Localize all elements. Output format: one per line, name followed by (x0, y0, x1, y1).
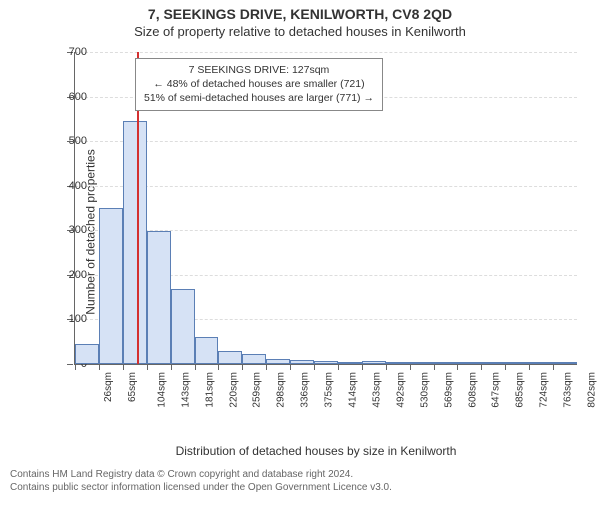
histogram-bar (434, 362, 458, 364)
x-tick (171, 364, 172, 370)
x-tick (553, 364, 554, 370)
y-tick-label: 300 (57, 224, 87, 236)
histogram-bar (242, 354, 266, 364)
histogram-bar (266, 359, 290, 364)
x-tick-label: 763sqm (563, 372, 574, 408)
x-tick-label: 181sqm (204, 372, 215, 408)
x-tick (362, 364, 363, 370)
histogram-bar (338, 362, 362, 364)
x-tick (75, 364, 76, 370)
x-tick (529, 364, 530, 370)
x-tick-label: 685sqm (515, 372, 526, 408)
x-tick-label: 414sqm (348, 372, 359, 408)
x-tick (314, 364, 315, 370)
y-tick-label: 400 (57, 180, 87, 192)
x-tick (481, 364, 482, 370)
histogram-bar (99, 208, 123, 364)
x-tick (457, 364, 458, 370)
y-tick-label: 500 (57, 135, 87, 147)
x-tick-label: 259sqm (252, 372, 263, 408)
x-tick (386, 364, 387, 370)
histogram-bar (529, 362, 553, 364)
x-tick-label: 143sqm (180, 372, 191, 408)
histogram-bar (386, 362, 410, 364)
x-tick (99, 364, 100, 370)
x-tick-label: 220sqm (228, 372, 239, 408)
x-tick (410, 364, 411, 370)
annotation-box: 7 SEEKINGS DRIVE: 127sqm ← 48% of detach… (135, 58, 383, 111)
histogram-bar (195, 337, 219, 364)
annotation-line: 7 SEEKINGS DRIVE: 127sqm (144, 63, 374, 77)
gridline (75, 141, 577, 142)
histogram-bar (362, 361, 386, 364)
x-tick-label: 492sqm (395, 372, 406, 408)
histogram-bar (481, 362, 505, 364)
x-tick (218, 364, 219, 370)
x-tick-label: 724sqm (539, 372, 550, 408)
x-tick-label: 104sqm (156, 372, 167, 408)
x-tick-label: 608sqm (467, 372, 478, 408)
x-axis-label: Distribution of detached houses by size … (176, 444, 457, 458)
y-tick-label: 600 (57, 91, 87, 103)
x-tick (290, 364, 291, 370)
gridline (75, 52, 577, 53)
x-tick-label: 569sqm (443, 372, 454, 408)
histogram-bar (218, 351, 242, 364)
histogram-bar (290, 360, 314, 364)
x-tick (505, 364, 506, 370)
x-tick-label: 647sqm (491, 372, 502, 408)
x-tick-label: 802sqm (587, 372, 598, 408)
x-tick (338, 364, 339, 370)
histogram-bar (410, 362, 434, 364)
x-tick-label: 453sqm (372, 372, 383, 408)
histogram-bar (505, 362, 529, 364)
histogram-chart: Number of detached properties 0100200300… (56, 52, 576, 412)
gridline (75, 186, 577, 187)
y-tick-label: 100 (57, 313, 87, 325)
histogram-bar (553, 362, 577, 364)
x-tick (147, 364, 148, 370)
x-tick-label: 336sqm (300, 372, 311, 408)
histogram-bar (123, 121, 147, 364)
x-tick-label: 530sqm (419, 372, 430, 408)
x-tick (266, 364, 267, 370)
x-tick (195, 364, 196, 370)
y-tick-label: 700 (57, 46, 87, 58)
histogram-bar (147, 231, 171, 364)
y-tick-label: 200 (57, 269, 87, 281)
x-tick-label: 375sqm (324, 372, 335, 408)
annotation-line: 51% of semi-detached houses are larger (… (144, 91, 374, 105)
x-tick-label: 26sqm (103, 372, 114, 402)
annotation-line: ← 48% of detached houses are smaller (72… (144, 77, 374, 91)
histogram-bar (171, 289, 195, 364)
x-tick-label: 298sqm (276, 372, 287, 408)
page-title: 7, SEEKINGS DRIVE, KENILWORTH, CV8 2QD (0, 6, 600, 22)
x-tick-label: 65sqm (127, 372, 138, 402)
credit-text: Contains HM Land Registry data © Crown c… (10, 468, 392, 494)
x-tick (242, 364, 243, 370)
page-subtitle: Size of property relative to detached ho… (0, 24, 600, 39)
credit-line: Contains public sector information licen… (10, 481, 392, 494)
histogram-bar (75, 344, 99, 364)
credit-line: Contains HM Land Registry data © Crown c… (10, 468, 392, 481)
plot-area: 010020030040050060070026sqm65sqm104sqm14… (74, 52, 577, 365)
histogram-bar (457, 362, 481, 364)
x-tick (434, 364, 435, 370)
histogram-bar (314, 361, 338, 364)
x-tick (123, 364, 124, 370)
